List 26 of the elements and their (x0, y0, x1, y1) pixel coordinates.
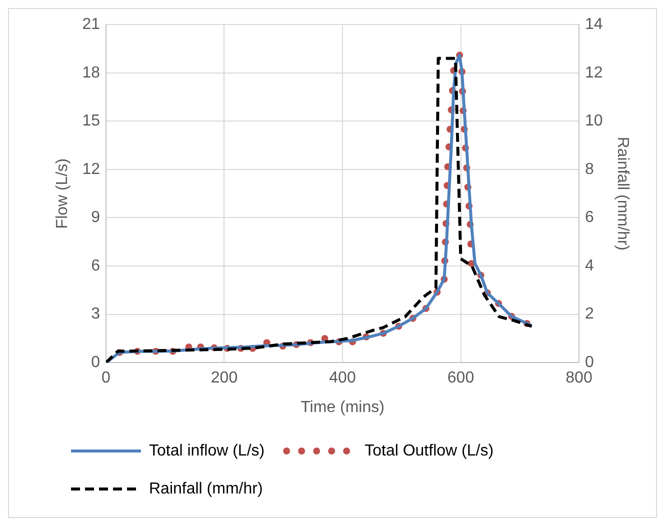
y2-tick-label: 6 (585, 209, 594, 226)
y2-tick-label: 12 (585, 64, 603, 82)
y-tick-label: 0 (91, 354, 100, 372)
y-tick-label: 9 (91, 209, 100, 226)
x-axis-title: Time (mins) (300, 398, 384, 416)
y2-tick-label: 0 (585, 354, 594, 372)
y-tick-label: 18 (82, 64, 100, 82)
y2-tick-label: 14 (585, 16, 603, 34)
y2-tick-label: 8 (585, 160, 594, 178)
legend-label: Total inflow (L/s) (149, 442, 265, 460)
x-tick-label: 400 (329, 370, 356, 387)
y-tick-label: 21 (82, 16, 100, 34)
legend-label: Rainfall (mm/hr) (149, 480, 263, 498)
y2-tick-label: 2 (585, 306, 594, 323)
y-tick-label: 6 (91, 257, 100, 274)
y-axis-title: Flow (L/s) (54, 158, 72, 229)
y2-axis-title: Rainfall (mm/hr) (614, 136, 631, 250)
y2-tick-label: 10 (585, 112, 603, 130)
x-tick-label: 200 (210, 370, 238, 387)
x-tick-label: 600 (447, 370, 474, 387)
legend-label: Total Outflow (L/s) (364, 442, 494, 460)
y-tick-label: 3 (91, 306, 100, 323)
y2-tick-label: 4 (585, 257, 594, 274)
y-tick-label: 15 (82, 112, 100, 130)
x-tick-label: 800 (566, 370, 592, 387)
y-tick-label: 12 (82, 160, 100, 178)
